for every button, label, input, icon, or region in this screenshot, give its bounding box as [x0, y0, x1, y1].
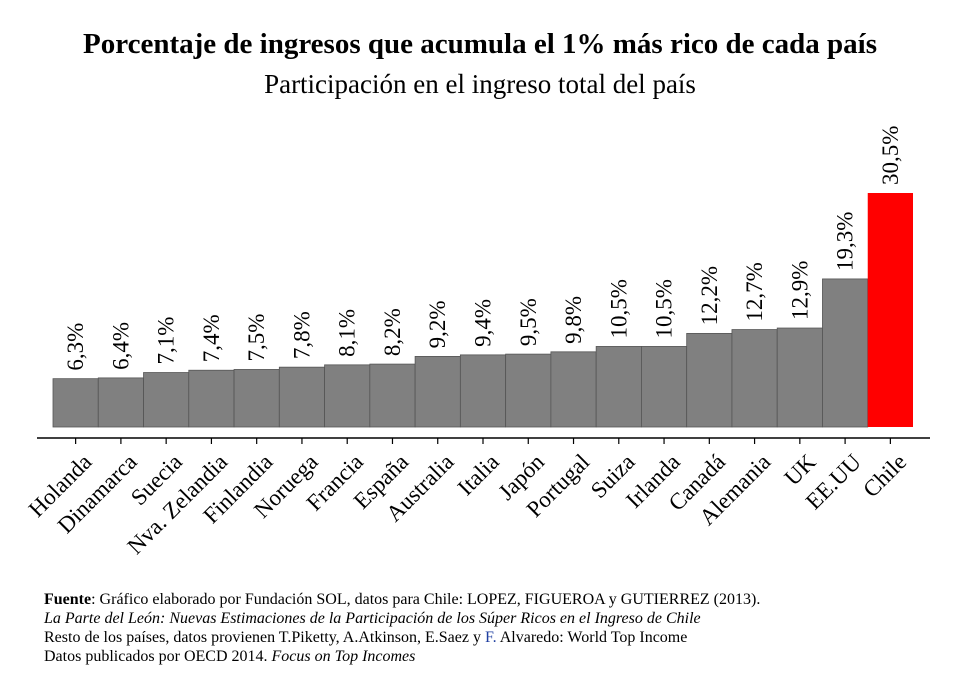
category-label: Italia	[453, 449, 504, 500]
source-note: Fuente: Gráfico elaborado por Fundación …	[44, 590, 944, 666]
bar-portugal	[550, 351, 597, 428]
bar-italia	[459, 354, 507, 428]
value-label: 8,2%	[380, 308, 405, 356]
bar-suecia	[143, 372, 190, 428]
bar-uk	[776, 327, 823, 428]
value-label: 9,4%	[471, 299, 496, 347]
chart-title: Porcentaje de ingresos que acumula el 1%…	[83, 28, 877, 60]
value-label: 9,8%	[561, 296, 586, 344]
bar-chart: 6,3% 6,4% 7,1% 7,4% 7,5% 7,8% 8,1% 8,2% 9,2% 9,4%…	[24, 126, 930, 559]
value-label: 12,2%	[697, 266, 722, 325]
source-label: Fuente	[44, 591, 92, 608]
value-label: 12,7%	[742, 262, 767, 321]
bar-espa-a	[369, 363, 416, 428]
source-line-3: Resto de los países, datos provienen T.P…	[44, 628, 944, 647]
value-label: 6,3%	[63, 323, 88, 371]
value-label: 30,5%	[878, 126, 903, 185]
x-ticks-group	[75, 438, 891, 444]
source-line-3b: F.	[484, 629, 497, 646]
category-label: Chile	[858, 449, 911, 502]
bar-chile	[867, 193, 913, 427]
value-label: 6,4%	[108, 322, 133, 370]
source-line-4a: Datos publicados por OECD 2014.	[44, 648, 272, 665]
source-line-1: Fuente: Gráfico elaborado por Fundación …	[44, 590, 944, 609]
value-label: 9,2%	[425, 300, 450, 348]
value-label: 10,5%	[606, 279, 631, 338]
bar-francia	[324, 364, 371, 428]
value-label: 8,1%	[335, 309, 360, 357]
source-line-3c: Alvaredo: World Top Income	[496, 629, 688, 646]
value-label: 10,5%	[652, 279, 677, 338]
bar-noruega	[278, 366, 325, 428]
source-line-4b: Focus on Top Incomes	[271, 648, 416, 665]
bar-ee-uu	[822, 278, 869, 428]
bar-irlanda	[641, 346, 688, 428]
source-line-4: Datos publicados por OECD 2014. Focus on…	[44, 647, 944, 666]
value-labels-group: 6,3% 6,4% 7,1% 7,4% 7,5% 7,8% 8,1% 8,2% 9,2% 9,4%…	[63, 126, 903, 371]
source-line-2: La Parte del León: Nuevas Estimaciones d…	[44, 610, 701, 627]
bar-australia	[414, 356, 461, 428]
bar-nva-zelandia	[188, 369, 235, 428]
bar-dinamarca	[97, 377, 144, 428]
value-label: 7,4%	[199, 314, 224, 362]
value-label: 7,1%	[154, 317, 179, 365]
bar-finlandia	[233, 369, 280, 428]
value-label: 9,5%	[516, 298, 541, 346]
value-label: 7,5%	[244, 314, 269, 362]
bar-alemania	[731, 329, 778, 428]
bar-holanda	[52, 378, 99, 428]
chart-subtitle: Participación en el ingreso total del pa…	[264, 69, 696, 99]
bar-canad-	[686, 332, 733, 428]
source-line-3a: Resto de los países, datos provienen T.P…	[44, 629, 485, 646]
bar-jap-n	[505, 353, 552, 428]
value-label: 7,8%	[289, 311, 314, 359]
value-label: 19,3%	[833, 212, 858, 271]
source-line-1-text: : Gráfico elaborado por Fundación SOL, d…	[91, 591, 761, 608]
value-label: 12,9%	[787, 261, 812, 320]
bars-group	[52, 193, 913, 428]
bar-suiza	[595, 346, 642, 428]
